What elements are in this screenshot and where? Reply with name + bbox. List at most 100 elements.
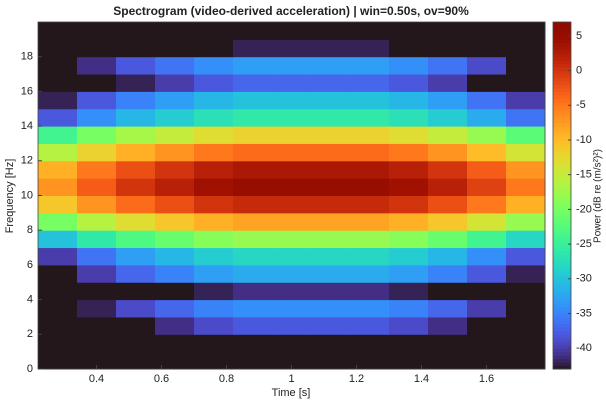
colorbar-step [553,160,571,165]
heat-cell [311,299,351,318]
heat-cell [38,264,78,283]
heat-cell [389,108,429,127]
heat-cell [116,247,156,266]
heat-cell [428,56,468,75]
heat-cell [194,91,234,110]
heat-cell [389,126,429,144]
heat-cell [428,282,468,301]
heat-cell [389,282,429,301]
heat-cell [428,195,468,214]
heat-cell [155,178,195,196]
heat-cell [272,195,312,214]
colorbar-step [553,348,571,353]
heat-cell [272,316,312,335]
heat-cell [233,56,273,75]
colorbar-step [553,136,571,141]
heat-cell [467,126,507,144]
colorbar-step [553,39,571,44]
colorbar-step [553,105,571,110]
heat-cell [467,264,507,283]
colorbar-step [553,240,571,245]
colorbar-tick-label: -35 [576,307,592,319]
heat-cell [389,22,429,40]
heat-cell [38,74,78,92]
heat-cell [272,351,312,370]
heat-cell [272,143,312,162]
chart-title: Spectrogram (video-derived acceleration)… [113,4,469,18]
heat-cell [428,212,468,231]
heat-cell [155,39,195,58]
heat-cell [155,212,195,231]
colorbar-step [553,358,571,363]
heat-cell [155,334,195,353]
colorbar-step [553,143,571,148]
colorbar-step [553,327,571,332]
heat-cell [233,316,273,335]
heat-cell [467,74,507,92]
y-axis-label: Frequency [Hz] [4,159,16,234]
heat-cell [38,299,78,318]
heat-cell [155,91,195,110]
heat-cell [467,195,507,214]
colorbar-step [553,278,571,283]
heat-cell [77,22,117,40]
heat-cell [272,108,312,127]
heat-cell [506,212,546,231]
heat-cell [77,282,117,301]
heat-cell [155,316,195,335]
heat-cell [38,247,78,266]
heat-cell [116,108,156,127]
colorbar-tick-label: -20 [576,203,592,215]
heat-cell [194,195,234,214]
heat-cell [194,22,234,40]
heat-cell [506,316,546,335]
heat-cell [311,22,351,40]
heat-cell [155,160,195,179]
heat-cell [311,178,351,196]
heat-cell [194,316,234,335]
heat-cell [506,195,546,214]
heat-cell [155,247,195,266]
colorbar-step [553,53,571,58]
heat-cell [155,22,195,40]
colorbar-step [553,362,571,367]
colorbar-step [553,56,571,61]
colorbar-label: Power (dB re (m/s²)²) [593,149,604,243]
colorbar-step [553,188,571,193]
heat-cell [38,91,78,110]
heat-cell [428,299,468,318]
heat-cell [389,178,429,196]
heat-cell [116,351,156,370]
colorbar-step [553,226,571,231]
colorbar-step [553,299,571,304]
heat-cell [467,230,507,249]
heat-cell [38,316,78,335]
colorbar-step [553,70,571,75]
heat-cell [506,22,546,40]
colorbar-step [553,164,571,169]
heat-cell [272,56,312,75]
heat-cell [272,212,312,231]
colorbar-step [553,216,571,221]
heat-cell [194,143,234,162]
heat-cell [311,247,351,266]
heat-cell [311,282,351,301]
colorbar-step [553,195,571,200]
heat-cell [311,212,351,231]
heat-cell [389,334,429,353]
colorbar-step [553,80,571,85]
heat-cell [233,160,273,179]
heat-cell [506,282,546,301]
colorbar-step [553,101,571,106]
heat-cell [77,195,117,214]
colorbar-step [553,129,571,134]
colorbar-tick-label: -10 [576,134,592,146]
heat-cell [38,126,78,144]
heat-cell [194,282,234,301]
heat-cell [506,108,546,127]
heat-cell [233,264,273,283]
heat-cell [77,39,117,58]
colorbar-step [553,60,571,65]
colorbar-step [553,63,571,68]
colorbar-step [553,303,571,308]
